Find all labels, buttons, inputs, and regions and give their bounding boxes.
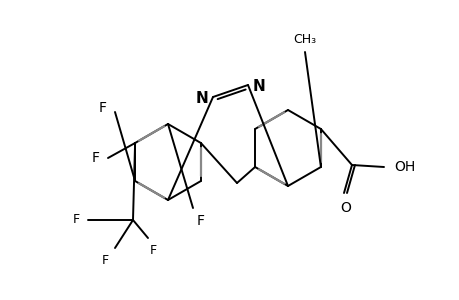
Text: OH: OH bbox=[393, 160, 414, 174]
Text: N: N bbox=[195, 91, 207, 106]
Text: CH₃: CH₃ bbox=[293, 33, 316, 46]
Text: F: F bbox=[73, 214, 80, 226]
Text: O: O bbox=[340, 201, 351, 215]
Text: F: F bbox=[101, 254, 109, 267]
Text: N: N bbox=[252, 79, 265, 94]
Text: F: F bbox=[92, 151, 100, 165]
Text: F: F bbox=[99, 101, 107, 115]
Text: F: F bbox=[196, 214, 205, 228]
Text: F: F bbox=[150, 244, 157, 257]
